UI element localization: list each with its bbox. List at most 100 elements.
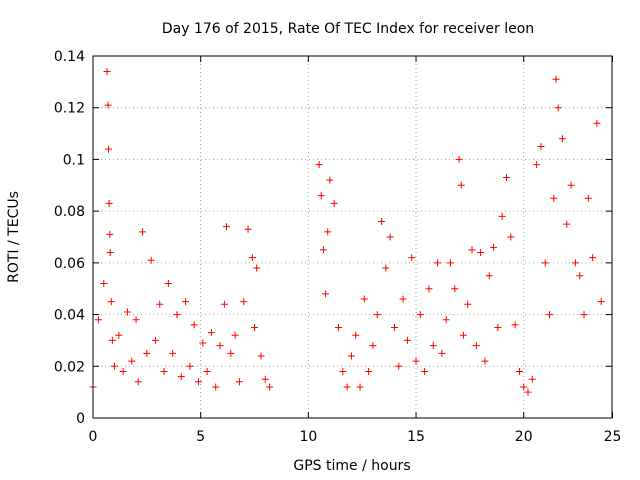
- data-point: [552, 75, 560, 83]
- x-tick-label: 25: [604, 429, 622, 445]
- data-point: [261, 375, 269, 383]
- data-point: [459, 331, 467, 339]
- data-point: [563, 220, 571, 228]
- data-point: [123, 308, 131, 316]
- data-point: [546, 311, 554, 319]
- data-point: [317, 192, 325, 200]
- data-point: [593, 119, 601, 127]
- data-point: [511, 321, 519, 329]
- x-tick-label: 5: [196, 429, 205, 445]
- data-points: [89, 68, 605, 396]
- data-point: [195, 378, 203, 386]
- data-point: [378, 217, 386, 225]
- data-point: [111, 362, 119, 370]
- data-point: [156, 300, 164, 308]
- data-point: [584, 194, 592, 202]
- data-point: [425, 285, 433, 293]
- data-point: [257, 352, 265, 360]
- data-point: [528, 375, 536, 383]
- x-axis-label: GPS time / hours: [293, 458, 410, 474]
- data-point: [143, 349, 151, 357]
- data-point: [571, 259, 579, 267]
- data-point: [132, 316, 140, 324]
- data-point: [533, 161, 541, 169]
- data-point: [438, 349, 446, 357]
- data-point: [186, 362, 194, 370]
- data-point: [395, 362, 403, 370]
- data-point: [382, 264, 390, 272]
- data-point: [94, 316, 102, 324]
- data-point: [537, 143, 545, 150]
- data-point: [322, 290, 330, 298]
- data-point: [567, 181, 575, 189]
- data-point: [251, 324, 259, 331]
- data-point: [576, 272, 584, 280]
- data-point: [115, 331, 123, 339]
- data-point: [386, 233, 394, 241]
- data-point: [485, 272, 493, 280]
- data-point: [457, 181, 465, 189]
- data-point: [541, 259, 549, 267]
- data-point: [390, 324, 398, 331]
- data-point: [134, 378, 142, 386]
- data-point: [100, 280, 108, 288]
- data-point: [520, 383, 528, 391]
- data-point: [244, 225, 252, 233]
- data-point: [494, 324, 502, 331]
- data-point: [339, 367, 347, 375]
- y-tick-label: 0.08: [54, 204, 85, 220]
- data-point: [580, 311, 588, 319]
- x-tick-label: 0: [89, 429, 98, 445]
- data-point: [104, 101, 112, 109]
- data-point: [190, 321, 198, 329]
- data-point: [373, 311, 381, 319]
- data-point: [434, 259, 442, 267]
- data-point: [164, 280, 172, 288]
- data-point: [108, 336, 116, 344]
- data-point: [507, 233, 515, 241]
- data-point: [326, 176, 334, 184]
- data-point: [403, 336, 411, 344]
- data-point: [464, 300, 472, 308]
- data-point: [352, 331, 360, 339]
- data-point: [182, 298, 190, 306]
- data-point: [524, 388, 532, 396]
- data-point: [481, 357, 489, 365]
- data-point: [169, 349, 177, 357]
- data-point: [128, 357, 136, 365]
- data-point: [498, 212, 506, 220]
- data-point: [107, 298, 115, 306]
- data-point: [446, 259, 454, 267]
- data-point: [223, 223, 231, 231]
- tick-labels: 0 0.02 0.04 0.06 0.08 0.1 0.12 0.14 0 5 10 15 20 25: [54, 49, 622, 445]
- data-point: [360, 295, 368, 303]
- data-point: [416, 311, 424, 319]
- data-point: [216, 342, 224, 350]
- data-point: [105, 199, 113, 207]
- data-point: [315, 161, 323, 169]
- data-point: [451, 285, 459, 293]
- data-point: [119, 367, 127, 375]
- data-point: [589, 254, 597, 262]
- data-point: [597, 298, 605, 306]
- data-point: [365, 367, 373, 375]
- data-point: [343, 383, 351, 391]
- data-point: [399, 295, 407, 303]
- x-tick-label: 15: [407, 429, 425, 445]
- data-point: [477, 249, 485, 257]
- y-axis-label: ROTI / TECUs: [6, 191, 22, 283]
- y-tick-label: 0.1: [63, 152, 85, 168]
- x-tick-label: 20: [515, 429, 533, 445]
- data-point: [106, 230, 114, 238]
- y-tick-label: 0.04: [54, 308, 85, 324]
- data-point: [502, 174, 510, 182]
- data-point: [253, 264, 261, 272]
- data-point: [558, 135, 566, 143]
- y-tick-label: 0.14: [54, 49, 85, 65]
- data-point: [550, 194, 558, 202]
- data-point: [408, 254, 416, 262]
- data-point: [429, 342, 437, 350]
- data-point: [231, 331, 239, 339]
- data-point: [106, 249, 114, 257]
